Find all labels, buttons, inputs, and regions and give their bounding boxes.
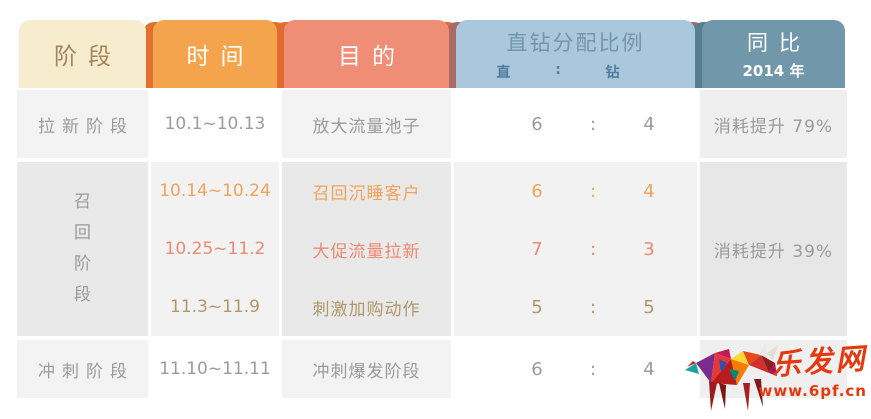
table-header-row: 阶段 时间 目的 直钻分配比例 直 : 钻 同比 2014 年	[17, 20, 847, 88]
header-ratio-colon: :	[555, 61, 561, 78]
purpose-value: 刺激加购动作	[312, 299, 421, 320]
ratio-zhi-value: 6	[531, 358, 543, 380]
bull-logo-icon	[685, 343, 778, 411]
watermark-site-url: www.6pf.cn	[758, 382, 867, 400]
purpose-cell: 冲刺爆发阶段	[282, 340, 451, 398]
time-cell: 10.1~10.13	[151, 90, 279, 158]
header-tab-time: 时间	[143, 20, 287, 88]
ratio-zhi-value: 6	[531, 113, 543, 135]
section-pull-new: 拉新阶段 10.1~10.13 放大流量池子 6 : 4 消耗提升 79%	[17, 90, 847, 158]
ratio-value: 6 : 4	[454, 162, 697, 220]
watermark-text: 乐发网 www.6pf.cn	[758, 341, 869, 400]
ratio-zuan-value: 4	[643, 113, 655, 135]
ratio-cell: 6 : 4 7 : 3 5 : 5	[454, 162, 697, 336]
header-tab-stage: 阶段	[19, 20, 146, 88]
time-value: 10.25~11.2	[164, 239, 266, 259]
ratio-zhi-value: 5	[531, 296, 543, 318]
time-value: 10.14~10.24	[159, 181, 271, 201]
header-ratio-subline: 直 : 钻	[456, 62, 695, 82]
header-yoy-year: 2014 年	[742, 62, 805, 80]
ratio-colon: :	[589, 180, 597, 202]
stage-label: 拉新阶段	[38, 116, 134, 137]
ratio-line: 7 : 3	[454, 239, 697, 260]
stage-label: 冲刺阶段	[38, 361, 134, 382]
ratio-line: 5 : 5	[454, 297, 697, 318]
stage-cell: 冲刺阶段	[17, 340, 148, 398]
header-purpose-label: 目的	[338, 44, 406, 70]
header-yoy-label: 同比	[747, 31, 811, 55]
stage-cell: 拉新阶段	[17, 90, 148, 158]
ratio-zuan-value: 4	[643, 180, 655, 202]
ratio-value: 7 : 3	[454, 220, 697, 278]
ratio-colon: :	[589, 113, 597, 135]
ratio-zuan-value: 4	[643, 358, 655, 380]
header-ratio-zuan: 钻	[605, 64, 620, 81]
ratio-zuan-value: 3	[643, 238, 655, 260]
purpose-cell: 召回沉睡客户 大促流量拉新 刺激加购动作	[282, 162, 451, 336]
watermark-site-name: 乐发网	[769, 341, 869, 382]
header-stage-label: 阶段	[54, 44, 122, 70]
site-watermark: 乐发网 www.6pf.cn	[685, 341, 869, 417]
ratio-value: 5 : 5	[454, 278, 697, 336]
time-value: 11.10~11.11	[159, 359, 271, 379]
purpose-cell: 放大流量池子	[282, 90, 451, 158]
ratio-colon: :	[589, 296, 597, 318]
ratio-zhi-value: 7	[531, 238, 543, 260]
purpose-value: 大促流量拉新	[312, 241, 421, 262]
header-tab-purpose: 目的	[274, 20, 459, 88]
header-tab-ratio: 直钻分配比例 直 : 钻	[446, 20, 705, 88]
section-sprint: 冲刺阶段 11.10~11.11 冲刺爆发阶段 6 : 4	[17, 340, 847, 398]
time-value: 11.3~11.9	[170, 297, 260, 317]
ratio-value: 6 : 4	[454, 114, 697, 135]
header-ratio-title: 直钻分配比例	[506, 30, 645, 55]
ratio-colon: :	[589, 238, 597, 260]
section-recall: 召回阶段 10.14~10.24 10.25~11.2 11.3~11.9 召回…	[17, 162, 847, 336]
yoy-cell: 消耗提升 39%	[700, 162, 847, 336]
ratio-zhi-value: 6	[531, 180, 543, 202]
yoy-value: 消耗提升 39%	[713, 241, 834, 262]
ratio-line: 6 : 4	[454, 181, 697, 202]
ratio-value: 6 : 4	[454, 359, 697, 380]
purpose-value: 冲刺爆发阶段	[312, 361, 421, 382]
time-value: 10.1~10.13	[164, 114, 266, 134]
ratio-cell: 6 : 4	[454, 340, 697, 398]
ratio-cell: 6 : 4	[454, 90, 697, 158]
promotion-schedule-table: 阶段 时间 目的 直钻分配比例 直 : 钻 同比 2014 年 拉新	[17, 20, 847, 398]
purpose-value: 召回沉睡客户	[312, 183, 421, 204]
stage-label-vertical: 召回阶段	[74, 192, 91, 305]
purpose-value: 放大流量池子	[312, 116, 421, 137]
header-ratio-zhi: 直	[496, 64, 511, 81]
ratio-colon: :	[589, 358, 597, 380]
time-cell: 11.10~11.11	[151, 340, 279, 398]
yoy-cell: 消耗提升 79%	[700, 90, 847, 158]
header-tab-yoy: 同比 2014 年	[692, 20, 845, 88]
stage-cell: 召回阶段	[17, 162, 148, 336]
header-time-label: 时间	[186, 44, 255, 70]
time-cell: 10.14~10.24 10.25~11.2 11.3~11.9	[151, 162, 279, 336]
yoy-value: 消耗提升 79%	[713, 116, 834, 137]
ratio-zuan-value: 5	[643, 296, 655, 318]
